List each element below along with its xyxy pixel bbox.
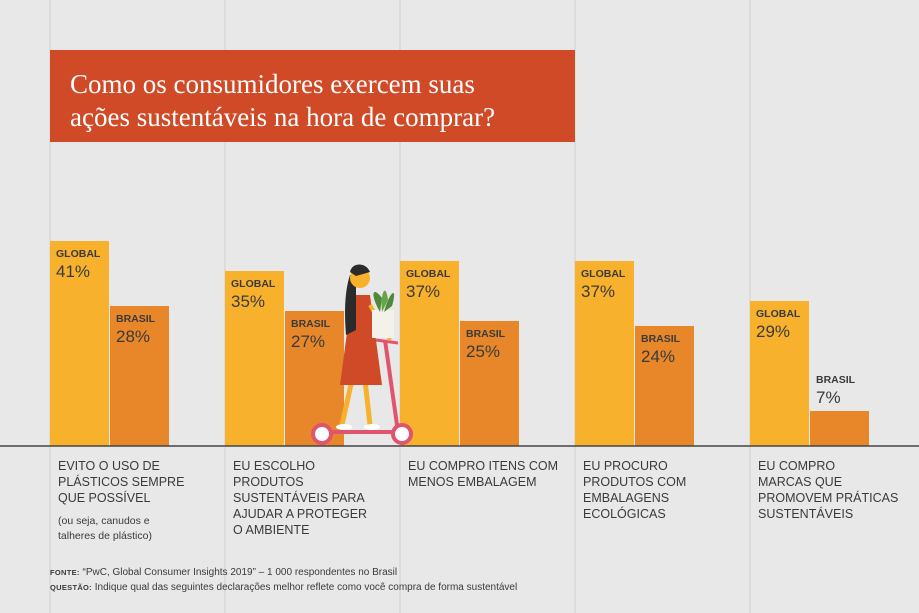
category-label-line: SUSTENTÁVEIS — [758, 507, 854, 521]
value-label: 28% — [116, 327, 150, 346]
category-label-line: EU COMPRO ITENS COM — [408, 459, 559, 473]
category-label-line: AJUDAR A PROTEGER — [233, 507, 368, 521]
scooter-woman-illustration — [311, 264, 413, 445]
bar-global — [225, 271, 284, 446]
category-label-line: PROMOVEM PRÁTICAS — [758, 491, 899, 505]
question-label: QUESTÃO: — [50, 583, 92, 592]
category-label-block: EVITO O USO DE PLÁSTICOS SEMPRE QUE POSSÍV… — [58, 458, 223, 544]
bar-global — [50, 241, 109, 446]
bar-global — [575, 261, 634, 446]
category-label: EU PROCURO PRODUTOS COM EMBALAGENS ECOLÓGIC… — [583, 458, 748, 522]
bar-brasil — [810, 411, 869, 446]
category-label-block: EU PROCURO PRODUTOS COM EMBALAGENS ECOLÓGIC… — [583, 458, 748, 522]
category-label: EU COMPRO MARCAS QUE PROMOVEM PRÁTICAS SUST… — [758, 458, 919, 522]
series-name-label: GLOBAL — [56, 248, 101, 260]
footer-source: FONTE: “PwC, Global Consumer Insights 20… — [50, 567, 750, 578]
value-label: 29% — [756, 322, 790, 341]
title-line-1: Como os consumidores exercem suas — [70, 69, 475, 99]
category-label-line: MENOS EMBALAGEM — [408, 475, 537, 489]
series-name-label: BRASIL — [291, 318, 331, 330]
source-text: “PwC, Global Consumer Insights 2019” – 1… — [79, 567, 398, 578]
question-text: Indique qual das seguintes declarações m… — [91, 582, 518, 593]
series-name-label: GLOBAL — [581, 268, 626, 280]
value-label: 37% — [581, 282, 615, 301]
series-name-label: GLOBAL — [406, 268, 451, 280]
category-label-block: EU COMPRO MARCAS QUE PROMOVEM PRÁTICAS SUST… — [758, 458, 919, 522]
value-label: 24% — [641, 347, 675, 366]
category-label: EVITO O USO DE PLÁSTICOS SEMPRE QUE POSSÍV… — [58, 458, 223, 506]
bar-global — [400, 261, 459, 446]
bar-brasil — [285, 311, 344, 446]
series-name-label: BRASIL — [466, 328, 506, 340]
footer-question: QUESTÃO: Indique qual das seguintes decl… — [50, 582, 750, 593]
series-name-label: BRASIL — [116, 313, 156, 325]
category-label-line: PLÁSTICOS SEMPRE — [58, 475, 185, 489]
category-label-line: QUE POSSÍVEL — [58, 491, 151, 505]
category-note-line: talheres de plástico) — [58, 530, 152, 542]
category-label-block: EU COMPRO ITENS COM MENOS EMBALAGEM — [408, 458, 573, 490]
category-label-line: SUSTENTÁVEIS PARA — [233, 491, 365, 505]
bar-brasil — [635, 326, 694, 446]
category-note-line: (ou seja, canudos e — [58, 515, 150, 527]
source-label: FONTE: — [50, 568, 80, 577]
value-label: 27% — [291, 332, 325, 351]
series-name-label: GLOBAL — [756, 308, 801, 320]
category-label-line: PRODUTOS — [233, 475, 304, 489]
bar-global — [750, 301, 809, 446]
category-label-block: EU ESCOLHO PRODUTOS SUSTENTÁVEIS PARA AJUDA… — [233, 458, 398, 538]
category-label-line: PRODUTOS COM — [583, 475, 687, 489]
value-label: 37% — [406, 282, 440, 301]
value-label: 35% — [231, 292, 265, 311]
category-label-line: MARCAS QUE — [758, 475, 843, 489]
category-label-line: EU COMPRO — [758, 459, 836, 473]
value-label: 25% — [466, 342, 500, 361]
bar-brasil — [460, 321, 519, 446]
title-box: Como os consumidores exercem suas ações … — [50, 50, 575, 142]
value-label: 41% — [56, 262, 90, 281]
category-label-line: EU ESCOLHO — [233, 459, 315, 473]
series-name-label: BRASIL — [816, 374, 856, 386]
category-label: EU ESCOLHO PRODUTOS SUSTENTÁVEIS PARA AJUDA… — [233, 458, 398, 538]
title-line-2: ações sustentáveis na hora de comprar? — [70, 102, 496, 132]
series-name-label: BRASIL — [641, 333, 681, 345]
bar-brasil — [110, 306, 169, 446]
category-label-line: EMBALAGENS — [583, 491, 670, 505]
category-label-line: EVITO O USO DE — [58, 459, 160, 473]
category-label-line: O AMBIENTE — [233, 523, 310, 537]
category-note: (ou seja, canudos e talheres de plástico) — [58, 514, 223, 544]
bars: GLOBAL 41% GLOBAL 35% GLOBAL 37% GLOBAL 37% GLOB… — [50, 241, 869, 446]
chart-title: Como os consumidores exercem suas ações … — [70, 68, 555, 134]
category-label-line: EU PROCURO — [583, 459, 668, 473]
category-label-line: ECOLÓGICAS — [583, 507, 666, 521]
value-label: 7% — [816, 388, 841, 407]
series-name-label: GLOBAL — [231, 278, 276, 290]
category-label: EU COMPRO ITENS COM MENOS EMBALAGEM — [408, 458, 573, 490]
